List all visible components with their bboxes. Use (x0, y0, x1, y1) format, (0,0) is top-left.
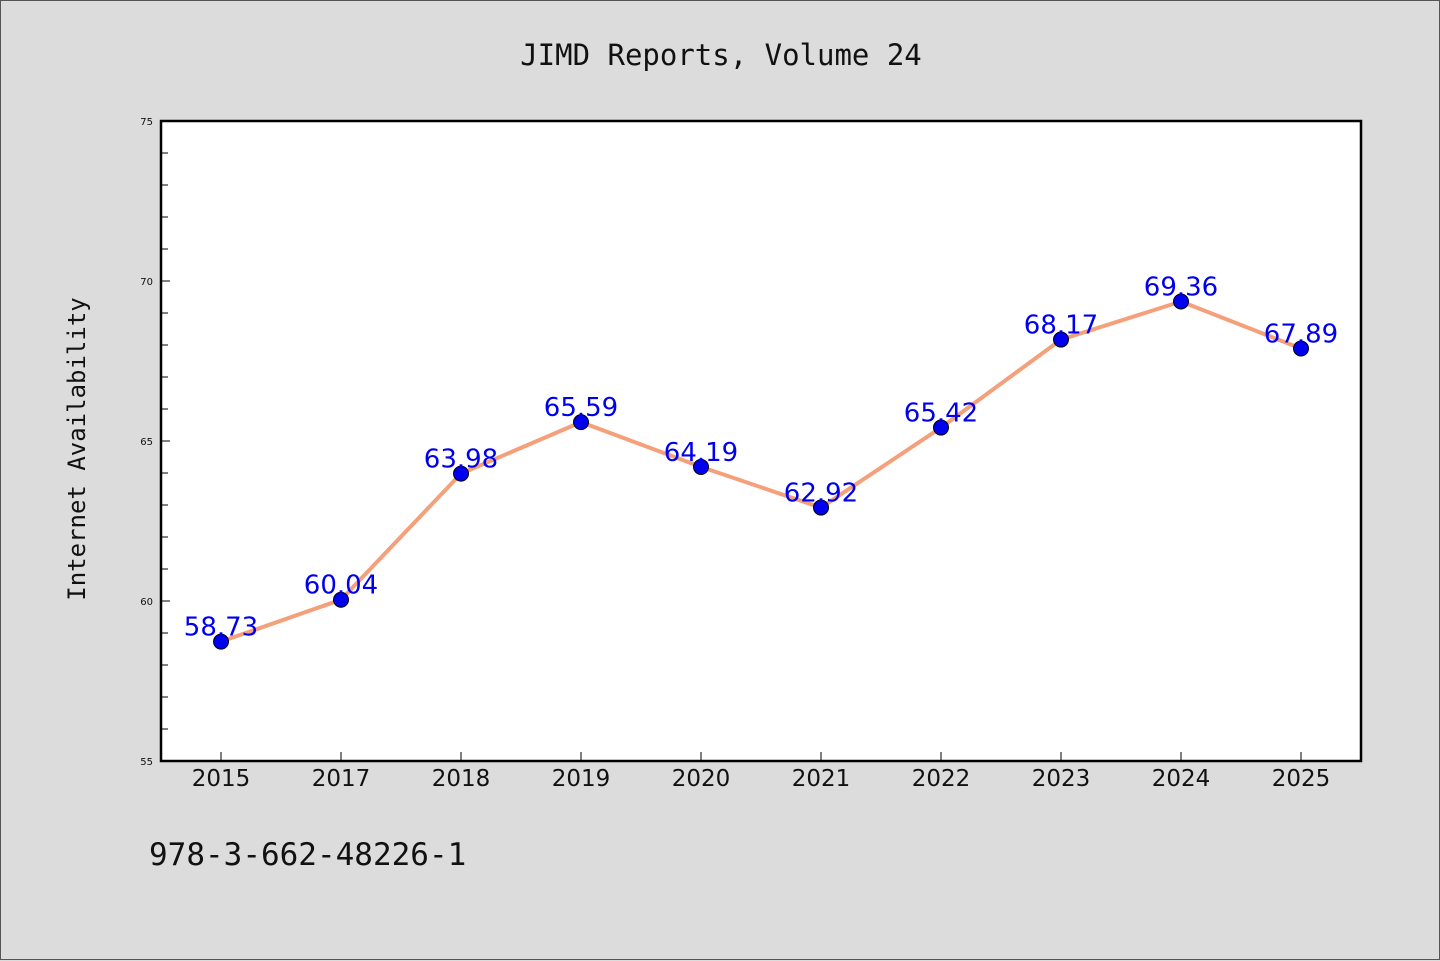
data-point (813, 499, 829, 516)
x-tick-label: 2015 (192, 766, 251, 792)
data-label: 69.36 (1144, 272, 1218, 302)
data-label: 60.04 (304, 571, 378, 601)
x-tick-label: 2021 (792, 766, 851, 792)
x-tick-label: 2025 (1272, 766, 1331, 792)
data-point (1053, 331, 1069, 348)
y-tick-label: 70 (140, 277, 153, 288)
isbn-text: 978-3-662-48226-1 (149, 837, 466, 873)
x-tick-label: 2018 (432, 766, 491, 792)
y-axis-label: Internet Availability (63, 297, 91, 600)
data-labels: 58.73 60.04 63.98 65.59 64.19 62.92 65.42 68.17… (184, 272, 1338, 642)
y-tick-label: 55 (140, 757, 153, 768)
data-point (1293, 340, 1309, 357)
data-point (573, 414, 589, 431)
x-tick-label: 2019 (552, 766, 611, 792)
data-point (1173, 293, 1189, 310)
chart-title: JIMD Reports, Volume 24 (520, 38, 922, 72)
data-label: 65.59 (544, 393, 618, 423)
y-tick-label: 65 (140, 437, 153, 448)
plot-area (161, 121, 1361, 761)
x-tick-label: 2024 (1152, 766, 1211, 792)
data-label: 65.42 (904, 399, 978, 429)
x-tick-label: 2017 (312, 766, 371, 792)
data-markers (213, 293, 1309, 650)
x-tick-label: 2020 (672, 766, 731, 792)
data-label: 62.92 (784, 479, 858, 509)
data-label: 63.98 (424, 445, 498, 475)
data-label: 68.17 (1024, 311, 1098, 341)
data-point (333, 591, 349, 608)
data-point (693, 458, 709, 475)
data-point (213, 633, 229, 650)
data-point (453, 465, 469, 482)
data-label: 58.73 (184, 613, 258, 643)
y-tick-label: 60 (140, 597, 153, 608)
x-axis: 2015 2017 2018 2019 2020 2021 2022 2023 2024 2025 (192, 752, 1331, 792)
x-tick-label: 2023 (1032, 766, 1091, 792)
x-tick-label: 2022 (912, 766, 971, 792)
y-tick-label: 75 (140, 117, 153, 128)
data-label: 64.19 (664, 438, 738, 468)
data-label: 67.89 (1264, 320, 1338, 350)
series-line (219, 299, 1303, 644)
plot-border (159, 119, 1363, 763)
data-point (933, 419, 949, 436)
